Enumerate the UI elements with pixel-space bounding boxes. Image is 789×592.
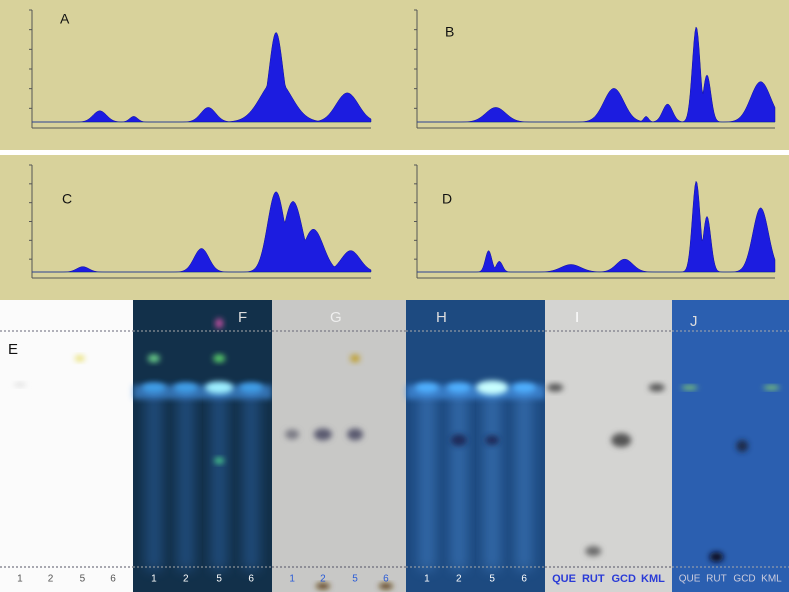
plate-bg [672, 300, 789, 592]
lane-label: 2 [320, 574, 326, 585]
band [476, 380, 509, 395]
chromatogram-peaks [417, 26, 776, 123]
lane-label: QUE [552, 573, 576, 585]
band [709, 551, 724, 562]
chromatogram-peaks [32, 32, 372, 123]
band [239, 382, 264, 393]
panel-label: D [442, 191, 452, 207]
band [141, 382, 166, 393]
lane-label: 6 [521, 574, 527, 585]
band [512, 382, 537, 393]
band [378, 583, 393, 590]
band [585, 546, 602, 557]
band [285, 429, 300, 440]
band [13, 382, 26, 387]
band [414, 382, 439, 393]
band [547, 383, 564, 392]
band [648, 383, 665, 392]
band [147, 354, 160, 363]
lane-streak [418, 390, 435, 570]
lane-label: 5 [80, 574, 86, 585]
lane-label: 2 [183, 574, 189, 585]
band [763, 385, 780, 390]
band [74, 355, 85, 362]
band [611, 433, 632, 448]
lane-label: KML [761, 574, 782, 585]
band [205, 381, 234, 394]
chromatogram-peaks [417, 180, 776, 273]
band [214, 457, 225, 464]
band [315, 583, 330, 590]
band [215, 318, 224, 329]
chromatogram-bg [385, 155, 789, 300]
lane-label: 1 [424, 574, 430, 585]
panel-label: B [445, 24, 454, 40]
panel-label: G [330, 309, 342, 326]
lane-label: 5 [352, 574, 358, 585]
lane-label: 6 [110, 574, 116, 585]
band [350, 354, 361, 363]
lane-label: 5 [216, 574, 222, 585]
lane-label: QUE [679, 574, 701, 585]
band [347, 428, 364, 441]
lane-label: GCD [612, 573, 637, 585]
panel-label: A [60, 11, 70, 27]
lane-label: GCD [733, 574, 755, 585]
band [681, 385, 698, 390]
lane-label: 6 [383, 574, 389, 585]
lane-streak [177, 390, 194, 570]
lane-label: 2 [48, 574, 54, 585]
band [446, 382, 471, 393]
plate-bg [272, 300, 406, 592]
lane-label: 6 [248, 574, 254, 585]
band [213, 354, 226, 363]
band [485, 435, 500, 446]
solvent-glow [133, 385, 272, 399]
lane-label: 5 [489, 574, 495, 585]
panel-label: H [436, 309, 447, 326]
lane-streak [484, 390, 501, 570]
band [313, 428, 332, 441]
chromatogram-peaks [32, 191, 372, 273]
panel-label: E [8, 341, 18, 358]
lane-label: 2 [456, 574, 462, 585]
lane-label: 1 [17, 574, 23, 585]
plate-bg [545, 300, 672, 592]
lane-label: KML [641, 573, 665, 585]
lane-streak [211, 390, 228, 570]
lane-label: 1 [289, 574, 295, 585]
band [736, 440, 749, 452]
panel-label: F [238, 309, 247, 326]
panel-label: C [62, 191, 72, 207]
panel-label: J [690, 313, 698, 330]
lane-label: 1 [151, 574, 157, 585]
chromatogram-bg [0, 0, 385, 150]
chromatogram-bg [0, 155, 385, 300]
band [173, 382, 198, 393]
solvent-glow [406, 385, 545, 399]
panel-label: I [575, 309, 579, 326]
lane-streak [450, 390, 467, 570]
lane-streak [145, 390, 162, 570]
lane-label: RUT [706, 574, 727, 585]
plate-bg [0, 300, 133, 592]
lane-streak [243, 390, 260, 570]
lane-label: RUT [582, 573, 605, 585]
chromatogram-bg [385, 0, 789, 150]
band [450, 434, 467, 447]
lane-streak [516, 390, 533, 570]
